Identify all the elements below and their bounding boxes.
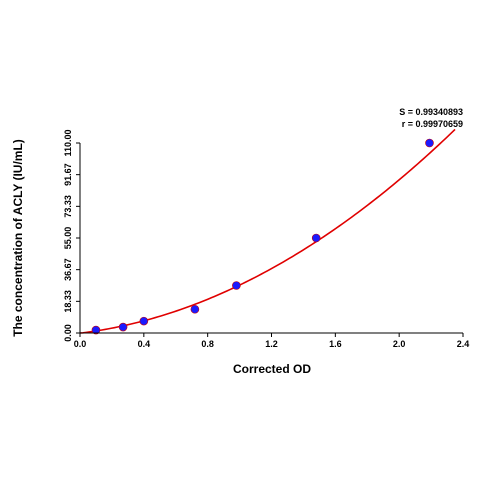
x-tick-label: 1.2	[265, 339, 278, 349]
x-axis-title: Corrected OD	[233, 362, 311, 376]
data-point	[190, 304, 200, 314]
plot-area: 0.0 0.4 0.8 1.2 1.6 2.0 2.4 0.00 18.33 36.67 55.0…	[63, 128, 470, 349]
y-tick-label: 36.67	[63, 258, 73, 281]
y-ticks: 0.00 18.33 36.67 55.00 73.33 91.67 110.00	[63, 129, 80, 342]
y-tick-label: 110.00	[63, 129, 73, 156]
x-tick-label: 0.0	[74, 339, 87, 349]
data-point	[232, 281, 241, 290]
y-tick-label: 18.33	[63, 290, 73, 313]
x-tick-label: 1.6	[329, 339, 342, 349]
stats-box: S = 0.99340893 r = 0.99970659	[399, 107, 463, 129]
data-point	[118, 322, 128, 332]
y-tick-label: 73.33	[63, 195, 73, 218]
data-point	[425, 138, 434, 148]
x-tick-label: 2.4	[457, 339, 470, 349]
y-tick-label: 55.00	[63, 227, 73, 250]
data-point	[311, 233, 321, 243]
y-axis-title: The concentration of ACLY (IU/mL)	[11, 139, 25, 337]
data-point	[139, 316, 149, 326]
x-tick-label: 0.4	[138, 339, 151, 349]
x-ticks: 0.0 0.4 0.8 1.2 1.6 2.0 2.4	[74, 333, 470, 349]
fit-curve-layer	[79, 128, 456, 334]
data-point	[91, 325, 101, 335]
fit-curve-line	[79, 128, 456, 334]
points-layer	[91, 138, 434, 335]
stat-s: S = 0.99340893	[399, 107, 463, 117]
y-tick-label: 0.00	[63, 324, 73, 342]
x-tick-label: 2.0	[393, 339, 406, 349]
stat-r: r = 0.99970659	[402, 119, 463, 129]
y-tick-label: 91.67	[63, 163, 73, 186]
axes-layer	[79, 143, 463, 334]
x-tick-label: 0.8	[201, 339, 214, 349]
